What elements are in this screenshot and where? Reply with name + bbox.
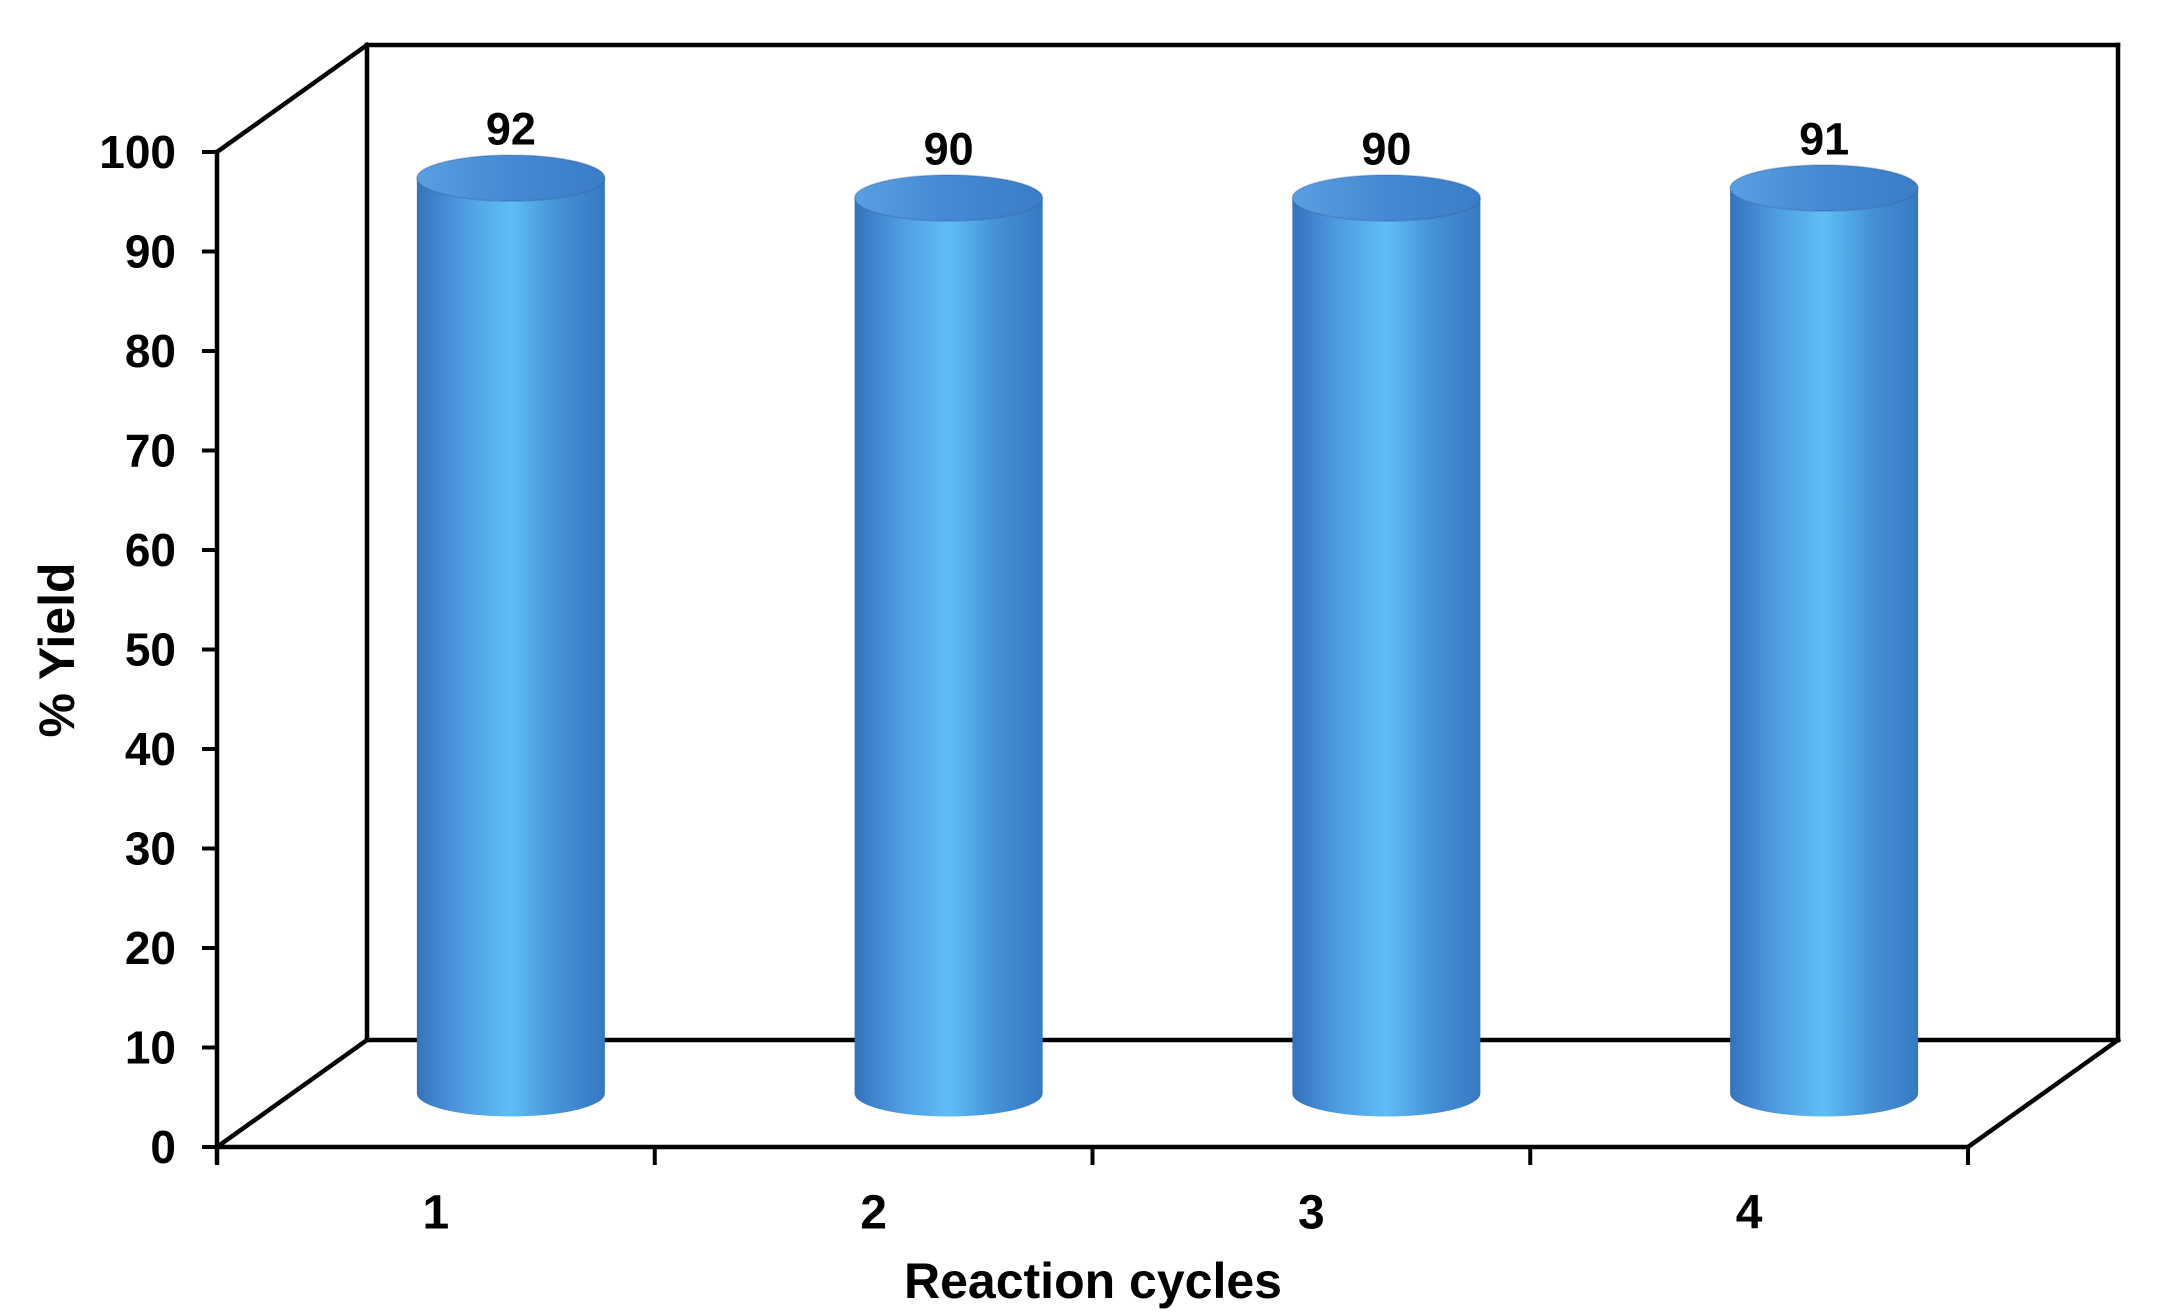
category-label: 2: [860, 1187, 887, 1240]
y-tick-label: 50: [125, 624, 176, 676]
y-tick-label: 80: [125, 325, 176, 377]
cylinder-top: [1291, 174, 1482, 222]
y-tick-label: 100: [99, 126, 176, 178]
cylinder-body: [1292, 198, 1481, 1117]
category-label: 1: [423, 1187, 450, 1240]
cylinder-top: [416, 154, 606, 202]
bar-value-label: 90: [924, 124, 974, 175]
y-tick-label: 70: [125, 425, 176, 477]
cylinder-body: [854, 198, 1043, 1117]
cylinder-top: [1729, 164, 1919, 212]
frame-line: [213, 41, 371, 156]
y-tick-label: 10: [125, 1022, 176, 1074]
y-tick-label: 0: [150, 1121, 176, 1173]
x-axis-ticks: [215, 1147, 1970, 1165]
y-tick-label: 30: [125, 823, 176, 875]
bar-value-label: 91: [1799, 114, 1849, 165]
category-label: 4: [1736, 1187, 1763, 1240]
bar-value-label: 92: [486, 104, 536, 155]
cylinder-body: [416, 178, 605, 1117]
bar-value-label: 90: [1361, 124, 1411, 175]
x-axis-title: Reaction cycles: [904, 1253, 1282, 1309]
cylinder-body: [1730, 188, 1919, 1117]
cylinder-bars: [416, 154, 1919, 1117]
frame-line: [213, 1036, 371, 1151]
y-tick-label: 90: [125, 226, 176, 278]
category-labels: 1 2 3 4: [423, 1187, 1763, 1240]
category-label: 3: [1298, 1187, 1325, 1240]
frame-line: [1964, 1036, 2122, 1151]
y-tick-label: 60: [125, 524, 176, 576]
value-labels: 92 90 90 91: [486, 104, 1849, 175]
y-axis-ticks: 0 10 20 30 40 50 60 70 80 90 100: [99, 126, 217, 1173]
y-tick-label: 40: [125, 723, 176, 775]
y-axis-title: % Yield: [29, 562, 85, 737]
cylinder-top: [853, 174, 1044, 222]
y-tick-label: 20: [125, 922, 176, 974]
